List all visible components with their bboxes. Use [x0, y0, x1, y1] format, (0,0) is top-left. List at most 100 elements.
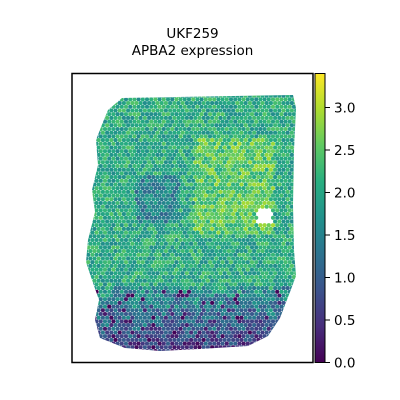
expression-spot [117, 345, 122, 350]
expression-spot [191, 223, 196, 228]
expression-spot [128, 163, 133, 169]
expression-spot [100, 145, 105, 150]
expression-spot [237, 230, 242, 235]
expression-spot [86, 149, 87, 154]
expression-spot [144, 119, 150, 124]
expression-spot [123, 112, 129, 117]
expression-spot [123, 119, 129, 124]
expression-spot [212, 208, 217, 213]
expression-spot [102, 156, 108, 161]
expression-spot [115, 341, 120, 346]
expression-spot [277, 337, 282, 342]
expression-spot [218, 234, 223, 239]
expression-spot [279, 348, 284, 351]
expression-spot [210, 293, 215, 298]
expression-spot [178, 237, 183, 243]
expression-spot [178, 119, 183, 124]
expression-spot [172, 345, 177, 350]
expression-spot [193, 249, 198, 254]
expression-spot [292, 90, 296, 94]
expression-spot [113, 138, 118, 143]
expression-spot [149, 334, 154, 339]
expression-spot [88, 204, 93, 209]
expression-spot [226, 189, 231, 194]
expression-spot [130, 323, 135, 328]
expression-spot [254, 334, 259, 339]
expression-spot [294, 249, 296, 254]
expression-spot [245, 304, 250, 309]
expression-spot [224, 289, 229, 294]
expression-spot [254, 319, 259, 324]
expression-spot [109, 263, 114, 268]
expression-spot [260, 175, 265, 180]
expression-spot [153, 237, 158, 243]
expression-spot [287, 230, 292, 235]
expression-spot [277, 315, 282, 320]
expression-spot [161, 341, 166, 346]
expression-spot [140, 297, 145, 302]
expression-spot [151, 138, 156, 143]
expression-spot [189, 101, 194, 106]
expression-spot [115, 208, 120, 213]
expression-spot [155, 300, 160, 305]
expression-spot [94, 193, 99, 198]
expression-spot [111, 141, 116, 146]
expression-spot [172, 337, 177, 342]
expression-spot [287, 282, 292, 287]
expression-spot [109, 249, 114, 254]
expression-spot [159, 212, 164, 217]
expression-spot [279, 134, 284, 139]
expression-spot [159, 123, 164, 128]
expression-spot [241, 260, 246, 265]
expression-spot [273, 145, 278, 150]
expression-spot [285, 182, 290, 187]
expression-spot [172, 175, 177, 180]
expression-spot [163, 95, 168, 98]
expression-spot [121, 95, 126, 98]
expression-spot [262, 245, 267, 250]
expression-spot [277, 160, 282, 165]
expression-spot [239, 182, 244, 187]
expression-spot [128, 252, 133, 257]
expression-spot [128, 126, 133, 132]
expression-spot [256, 226, 261, 231]
expression-spot [241, 223, 246, 228]
expression-spot [142, 330, 147, 335]
expression-spot [239, 293, 244, 298]
expression-spot [186, 223, 192, 228]
expression-spot [277, 189, 282, 194]
expression-spot [155, 123, 160, 128]
expression-spot [254, 341, 259, 346]
expression-spot [212, 97, 217, 102]
expression-spot [123, 223, 129, 228]
expression-spot [165, 304, 171, 309]
expression-spot [126, 286, 131, 291]
expression-spot [153, 274, 158, 280]
expression-spot [86, 178, 91, 183]
expression-spot [153, 223, 158, 228]
expression-spot [273, 167, 278, 172]
expression-spot [207, 334, 213, 339]
expression-spot [199, 149, 204, 154]
expression-spot [115, 274, 120, 280]
expression-spot [100, 175, 105, 180]
expression-spot [86, 126, 91, 132]
expression-spot [161, 112, 166, 117]
expression-spot [170, 156, 175, 161]
expression-spot [287, 97, 292, 102]
expression-spot [126, 249, 131, 254]
expression-spot [168, 278, 173, 283]
expression-spot [107, 215, 112, 220]
expression-spot [134, 101, 139, 106]
expression-spot [252, 101, 257, 106]
expression-spot [86, 311, 87, 317]
expression-spot [92, 323, 97, 328]
expression-spot [140, 319, 145, 324]
expression-spot [245, 119, 250, 124]
expression-spot [168, 271, 173, 276]
expression-spot [176, 197, 181, 202]
expression-spot [113, 293, 118, 298]
expression-spot [195, 319, 200, 324]
expression-spot [102, 134, 108, 139]
expression-spot [270, 149, 276, 154]
